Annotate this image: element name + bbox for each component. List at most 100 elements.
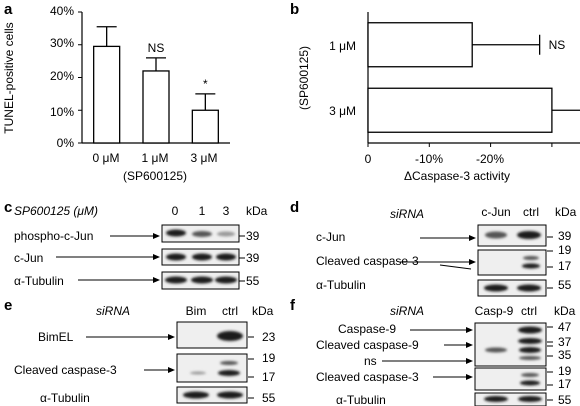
blot-band xyxy=(192,231,212,237)
chart-a-xtick: 0 μM xyxy=(93,151,120,165)
blot-strip xyxy=(477,279,547,297)
blot-f-marker: 55 xyxy=(558,393,572,406)
chart-b-xlabel: ΔCaspase-3 activity xyxy=(404,169,510,183)
blot-band xyxy=(183,391,209,399)
blot-band xyxy=(485,231,507,239)
blot-f-marker: 37 xyxy=(558,335,572,349)
blot-strip xyxy=(176,386,248,404)
blot-c-lane: 1 xyxy=(199,204,206,218)
blot-f-row-label: ns xyxy=(364,354,377,368)
chart-a-ylabel: TUNEL-positive cells xyxy=(2,22,16,133)
blot-band xyxy=(518,338,542,344)
arrow-head xyxy=(469,235,476,241)
arrow-head xyxy=(153,254,160,260)
blot-f-row-label: α-Tubulin xyxy=(336,393,386,406)
blot-band xyxy=(217,391,243,399)
blot-f-marker: 35 xyxy=(558,348,572,362)
chart-b-marks: NS** xyxy=(367,12,580,147)
arrow-head xyxy=(469,259,476,265)
blot-f-marker: 47 xyxy=(558,320,572,334)
blot-band xyxy=(190,371,206,375)
blot-c-header: SP600125 (μM) xyxy=(14,204,98,218)
chart-b-category: 1 μM xyxy=(329,39,356,53)
chart-a-ytick: 10% xyxy=(50,105,74,119)
blot-c-row-label: α-Tubulin xyxy=(14,274,64,288)
blot-band xyxy=(519,347,541,353)
blot-band xyxy=(523,256,539,260)
blot-d-marker: 17 xyxy=(558,259,572,273)
blot-band xyxy=(522,263,540,269)
arrow-head xyxy=(153,277,160,283)
blot-band xyxy=(517,284,541,292)
blot-c-kda: kDa xyxy=(246,204,268,218)
blot-band xyxy=(518,396,542,402)
blot-band xyxy=(191,276,213,284)
chart-b: (SP600125) 1 μM 3 μM 0 -10% -20% ΔCaspas… xyxy=(297,39,510,183)
blot-c-row-label: c-Jun xyxy=(14,251,43,265)
chart-a: TUNEL-positive cells 0% 10% 20% 30% 40% … xyxy=(2,4,217,183)
chart-a-xlabel: (SP600125) xyxy=(123,169,187,183)
chart-b-bar xyxy=(367,22,473,68)
blot-d-marker: 19 xyxy=(558,243,572,257)
blot-band xyxy=(484,284,508,292)
chart-a-bar xyxy=(142,70,170,144)
blot-band xyxy=(517,231,541,239)
blot-f-row-label: Cleaved caspase-3 xyxy=(316,370,419,384)
blot-e-row-label: Cleaved caspase-3 xyxy=(14,363,117,377)
blot-c-marker: 39 xyxy=(246,229,260,243)
chart-b-xtick: -20% xyxy=(476,152,504,166)
chart-b-bar xyxy=(367,87,553,133)
arrow-head xyxy=(466,342,473,348)
arrow-head xyxy=(466,358,473,364)
blot-f-lane: Casp-9 xyxy=(475,304,514,318)
arrow-head xyxy=(168,334,175,340)
blot-e-marker: 23 xyxy=(262,330,276,344)
blot-e-marker: 17 xyxy=(262,370,276,384)
blot-d-marker: 55 xyxy=(558,278,572,292)
blot-d-lane: c-Jun xyxy=(481,205,510,219)
blot-c-row-label: phospho-c-Jun xyxy=(14,229,93,243)
blot-band xyxy=(521,373,539,377)
arrow-line xyxy=(439,264,472,270)
blot-band xyxy=(217,331,243,341)
chart-a-ytick: 40% xyxy=(50,4,74,18)
blot-f-marker: 19 xyxy=(558,364,572,378)
blot-d-header: siRNA xyxy=(390,207,424,221)
blot-e-row-label: BimEL xyxy=(38,330,74,344)
arrow-head xyxy=(168,367,175,373)
panel-label-c: c xyxy=(4,199,12,216)
panel-label-e: e xyxy=(4,297,12,314)
blot-band xyxy=(217,231,235,237)
panel-label-f: f xyxy=(290,297,296,314)
blot-e-row-label: α-Tubulin xyxy=(40,391,90,405)
chart-b-annotation: NS xyxy=(549,38,566,52)
blot-d-row-label: c-Jun xyxy=(316,230,345,244)
blot-band xyxy=(520,380,540,386)
chart-b-group-label: (SP600125) xyxy=(297,46,311,110)
panel-label-b: b xyxy=(290,1,299,18)
chart-a-bar xyxy=(191,109,219,144)
blot-d-kda: kDa xyxy=(555,205,577,219)
blot-d-marker: 39 xyxy=(558,229,572,243)
blot-e-lane: ctrl xyxy=(222,304,238,318)
chart-a-marks: NS * xyxy=(78,11,230,144)
chart-a-annotation: * xyxy=(203,77,208,91)
blot-band xyxy=(192,253,212,261)
blot-strip xyxy=(176,353,248,383)
arrow-head xyxy=(153,233,160,239)
blot-band xyxy=(216,253,236,261)
chart-a-ytick: 0% xyxy=(57,136,75,150)
blot-band xyxy=(518,326,542,334)
blot-e-marker: 19 xyxy=(262,351,276,365)
panel-label-d: d xyxy=(290,199,299,216)
chart-b-xtick: 0 xyxy=(365,152,372,166)
chart-a-ytick: 30% xyxy=(50,36,74,50)
chart-a-xtick: 3 μM xyxy=(191,151,218,165)
blot-f-header: siRNA xyxy=(390,304,424,318)
blot-band xyxy=(484,396,508,402)
arrow-head xyxy=(466,327,473,333)
blot-e-marker: 55 xyxy=(262,391,276,405)
blot-f-lane: ctrl xyxy=(521,304,537,318)
blot-e-lane: Bim xyxy=(186,304,207,318)
